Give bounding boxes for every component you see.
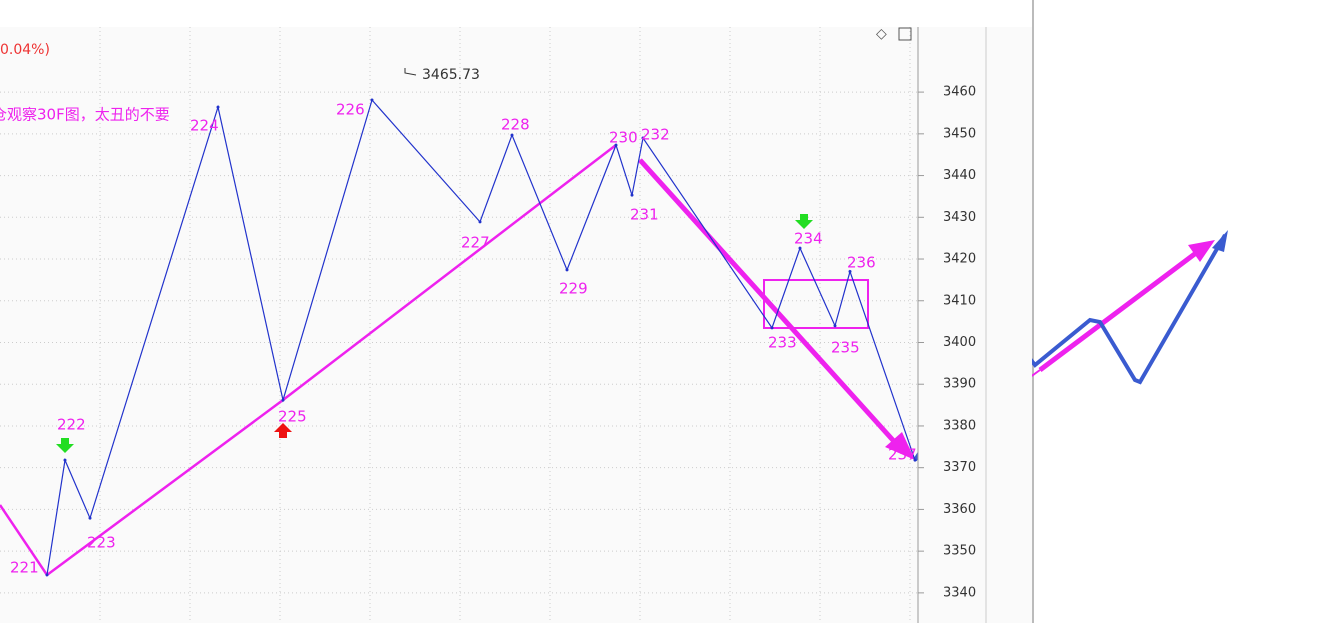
pivot xyxy=(614,143,618,147)
down-signal xyxy=(795,214,813,229)
y-tick-label: 3400 xyxy=(943,335,976,350)
y-tick-label: 3350 xyxy=(943,544,976,559)
panel-icon[interactable] xyxy=(898,27,912,41)
trend-arrow xyxy=(638,158,902,450)
pivot xyxy=(88,516,92,520)
pivot xyxy=(370,98,374,102)
y-tick-label: 3390 xyxy=(943,377,976,392)
chart-panel xyxy=(0,27,1033,623)
pivot-label: 236 xyxy=(847,254,876,272)
pivot xyxy=(913,458,917,462)
pivot xyxy=(770,326,774,330)
pivot xyxy=(478,220,482,224)
pivot xyxy=(798,246,802,250)
arrow-head xyxy=(1212,230,1228,252)
pivot xyxy=(630,193,634,197)
pivot-label: 229 xyxy=(559,280,588,298)
y-tick-label: 3450 xyxy=(943,126,976,141)
pivot xyxy=(833,324,837,328)
header-text: 0.04%) xyxy=(0,42,50,58)
arrow-head xyxy=(1188,240,1215,262)
up-signal xyxy=(274,423,292,438)
pivot-label: 233 xyxy=(768,334,797,352)
pivot-label: 235 xyxy=(831,339,860,357)
y-tick-label: 3340 xyxy=(943,585,976,600)
y-tick-label: 3460 xyxy=(943,85,976,100)
pivot-label: 223 xyxy=(87,534,116,552)
y-tick-label: 3360 xyxy=(943,502,976,517)
pivot xyxy=(641,136,645,140)
pivot xyxy=(216,105,220,109)
down-signal xyxy=(56,438,74,453)
y-tick-label: 3370 xyxy=(943,460,976,475)
annotation: 仓观察30F图，太丑的不要 xyxy=(0,106,170,124)
pivot xyxy=(45,573,49,577)
pivot-label: 225 xyxy=(278,408,307,426)
y-tick-label: 3380 xyxy=(943,418,976,433)
pivot-label: 222 xyxy=(57,416,86,434)
pivot-label: 226 xyxy=(336,101,365,119)
y-tick-label: 3410 xyxy=(943,293,976,308)
pivot-label: 231 xyxy=(630,206,659,224)
pivot-label: 221 xyxy=(10,559,39,577)
tool-icon[interactable]: ◇ xyxy=(876,26,887,42)
trend-line xyxy=(0,144,617,577)
y-tick-label: 3440 xyxy=(943,168,976,183)
pivot xyxy=(281,398,285,402)
range-box xyxy=(763,279,869,329)
y-tick-label: 3420 xyxy=(943,252,976,267)
pivot xyxy=(510,133,514,137)
y-tick-label: 3430 xyxy=(943,210,976,225)
high-marker xyxy=(404,68,417,76)
arrow-head xyxy=(885,432,915,460)
pivot-label: 227 xyxy=(461,234,490,252)
axis-area xyxy=(918,27,1032,623)
pivot xyxy=(848,270,852,274)
pivot-label: 228 xyxy=(501,116,530,134)
high-label: 3465.73 xyxy=(422,67,480,83)
projection-line xyxy=(1038,248,1202,372)
pivot xyxy=(63,458,67,462)
pivot-label: 232 xyxy=(641,126,670,144)
pivot-label: 234 xyxy=(794,230,823,248)
pivot-label: 224 xyxy=(190,117,219,135)
pivot-label: 230 xyxy=(609,129,638,147)
pivot xyxy=(565,268,569,272)
pivot-label: 237 xyxy=(888,446,917,464)
